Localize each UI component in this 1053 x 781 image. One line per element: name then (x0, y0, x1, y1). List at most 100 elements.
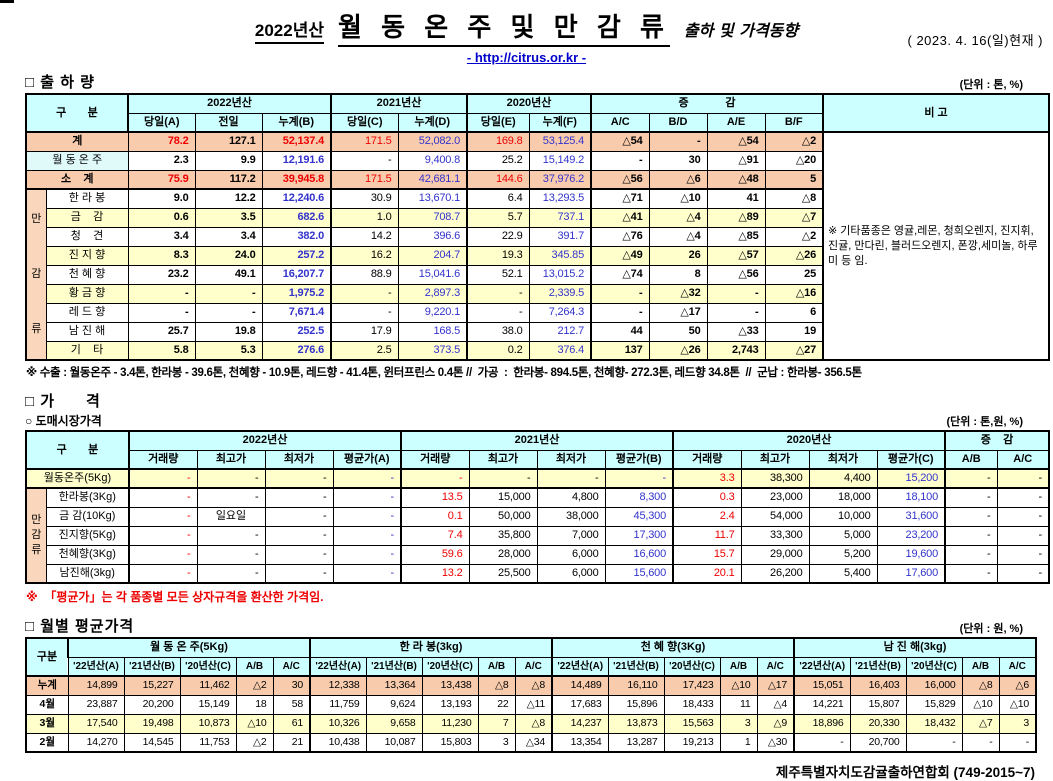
value-cell: - (604, 468, 674, 489)
column-subheader: 당일(C) (330, 112, 399, 133)
value-cell: - (944, 468, 998, 489)
column-subheader: 거래량 (128, 449, 198, 470)
column-subheader: 누계(B) (261, 112, 332, 133)
value-cell: - (196, 544, 266, 565)
column-subheader: B/F (764, 112, 824, 133)
value-cell: 11,230 (421, 713, 479, 734)
column-subheader: '22년산(A) (551, 656, 609, 677)
value-cell: 41 (706, 188, 766, 209)
row-label: 계 (25, 131, 129, 152)
value-cell: - (793, 732, 851, 753)
row-label: 금 감 (45, 207, 129, 228)
value-cell: 20,700 (849, 732, 907, 753)
column-subheader: 누계(F) (528, 112, 592, 133)
value-cell: - (194, 302, 263, 323)
value-cell: 18,100 (876, 487, 946, 508)
value-cell: △91 (706, 150, 766, 171)
value-cell: △85 (706, 226, 766, 247)
value-cell: - (196, 525, 266, 546)
value-cell: 11,753 (179, 732, 237, 753)
row-label: 레 드 향 (45, 302, 129, 323)
column-subheader: 평균가(A) (332, 449, 402, 470)
value-cell: - (128, 525, 198, 546)
column-group-header: 증 감 (590, 93, 824, 114)
column-subheader: 당일(E) (466, 112, 530, 133)
value-cell: 25 (764, 264, 824, 285)
value-cell: - (590, 283, 650, 304)
value-cell: 16,207.7 (261, 264, 332, 285)
column-group-header: 2020년산 (672, 430, 946, 451)
shipment-remark-cell: ※ 기타품종은 영귤,레몬, 청희오렌지, 진지휘, 진귤, 만다린, 블러드오… (822, 131, 1050, 361)
value-cell: △17 (648, 302, 708, 323)
value-cell: - (332, 525, 402, 546)
value-cell: 3 (998, 713, 1037, 734)
value-cell: 10,438 (309, 732, 367, 753)
value-cell: 6,000 (536, 544, 606, 565)
value-cell: △16 (764, 283, 824, 304)
value-cell: 52,082.0 (397, 131, 468, 152)
value-cell: 13,670.1 (397, 188, 468, 209)
value-cell: 17,540 (67, 713, 125, 734)
row-label: 한 라 봉 (45, 188, 129, 209)
value-cell: 17,423 (663, 675, 721, 696)
value-cell: 23,000 (740, 487, 810, 508)
column-subheader: 최저가 (536, 449, 606, 470)
value-cell: 15,227 (123, 675, 181, 696)
value-cell: △4 (756, 694, 795, 715)
value-cell: 14,237 (551, 713, 609, 734)
value-cell: 22 (477, 694, 516, 715)
value-cell: 682.6 (261, 207, 332, 228)
value-cell: 6 (764, 302, 824, 323)
site-url-link[interactable]: - http://citrus.or.kr - (466, 50, 587, 65)
value-cell: △7 (764, 207, 824, 228)
value-cell: 13,293.5 (528, 188, 592, 209)
value-cell: 9.9 (194, 150, 263, 171)
column-subheader: 최저가 (264, 449, 334, 470)
column-subheader: 거래량 (672, 449, 742, 470)
value-cell: △2 (235, 732, 274, 753)
row-label: 남 진 해 (45, 321, 129, 342)
price-unit-label: (단위 : 톤,원, %) (946, 416, 1023, 428)
value-cell: - (127, 283, 196, 304)
value-cell: 13,015.2 (528, 264, 592, 285)
column-subheader: A/C (514, 656, 553, 677)
value-cell: 3.5 (194, 207, 263, 228)
column-subheader: 최저가 (808, 449, 878, 470)
monthly-section-head: □ 월별 평균가격 (단위 : 원, %) (25, 615, 1023, 636)
wholesale-price-table: 구 분 2022년산 2021년산 2020년산 증 감 거래량 최고가 최저가 평균가(A) 거… (25, 430, 1050, 584)
value-cell: 12,240.6 (261, 188, 332, 209)
value-cell: 3 (477, 732, 516, 753)
value-cell: △71 (590, 188, 650, 209)
monthly-row: 3월 17,540 19,498 10,873 △10 61 10,326 9,658 11,2… (25, 713, 1037, 734)
value-cell: △10 (235, 713, 274, 734)
value-cell: △56 (706, 264, 766, 285)
value-cell: 0.2 (466, 340, 530, 361)
value-cell: △10 (719, 675, 758, 696)
value-cell: 23,200 (876, 525, 946, 546)
value-cell: - (590, 302, 650, 323)
value-cell: △6 (998, 675, 1037, 696)
price-table-body: 월동온주(5Kg) - - - - - - - -3.3 38,300 4,400 15,200- - 만… (25, 468, 1050, 584)
value-cell: 127.1 (194, 131, 263, 152)
column-group-header: 2022년산 (127, 93, 332, 114)
column-subheader: 거래량 (400, 449, 470, 470)
price-row: 월동온주(5Kg) - - - - - - - -3.3 38,300 4,400 15,200- - (25, 468, 1050, 489)
value-cell: 17,683 (551, 694, 609, 715)
value-cell: 15,896 (607, 694, 665, 715)
value-cell: 18,896 (793, 713, 851, 734)
value-cell: - (194, 283, 263, 304)
shipment-table-body: 계 78.2 127.1 52,137.4 171.5 52,082.0 169.8 53,1… (25, 131, 1050, 361)
column-subheader: A/E (706, 112, 766, 133)
value-cell: △41 (590, 207, 650, 228)
value-cell: - (264, 563, 334, 584)
value-cell: 11 (719, 694, 758, 715)
shipment-row: 계 78.2 127.1 52,137.4 171.5 52,082.0 169.8 53,1… (25, 131, 1050, 361)
value-cell: 13.2 (400, 563, 470, 584)
column-subheader: 평균가(B) (604, 449, 674, 470)
column-subheader: '22년산(A) (67, 656, 125, 677)
value-cell: 391.7 (528, 226, 592, 247)
column-group-header: 월 동 온 주(5Kg) (67, 637, 311, 658)
value-cell: △8 (764, 188, 824, 209)
